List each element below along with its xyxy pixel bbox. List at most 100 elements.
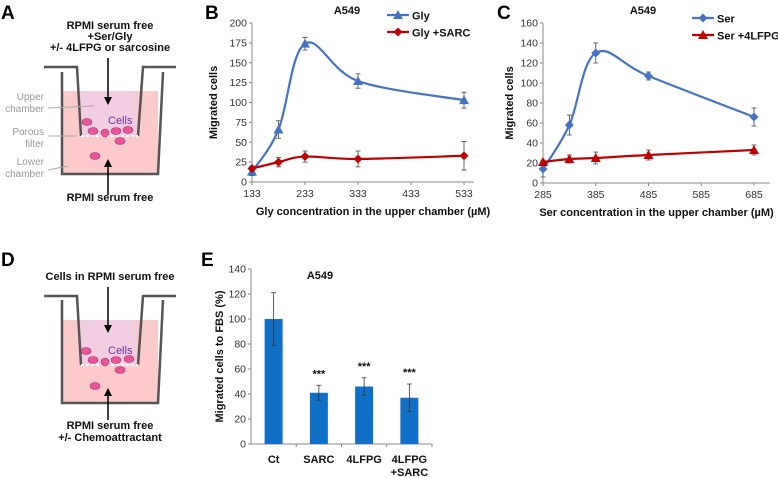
diamond-marker <box>247 163 257 173</box>
bar-sarc <box>309 392 328 444</box>
diamond-marker <box>300 152 310 162</box>
cells-label: Cells <box>108 115 133 127</box>
outer-well <box>60 71 165 176</box>
y-axis-title: Migrated cells <box>504 66 516 139</box>
diagram-d-bottom-line-1: RPMI serum free <box>67 420 154 432</box>
error-bar <box>316 384 322 401</box>
y-tick-label: 125 <box>229 77 247 89</box>
diamond-marker <box>459 151 469 161</box>
arrow-head <box>104 388 112 396</box>
diamond-marker <box>564 120 574 130</box>
x-tick-label: 233 <box>296 188 314 200</box>
triangle-marker <box>353 76 363 86</box>
significance-label: *** <box>358 361 372 373</box>
diagram-d-top-label: Cells in RPMI serum free <box>46 271 175 283</box>
chart-title: A549 <box>630 5 656 17</box>
x-axis-title: Ser concentration in the upper chamber (… <box>539 207 774 219</box>
bar-ct <box>264 319 283 444</box>
diagram-a-bottom-label: RPMI serum free <box>67 192 154 204</box>
x-tick-label: 285 <box>534 189 552 201</box>
transwell-diagram-d: Cells in RPMI serum free Cells RPMI seru… <box>44 271 176 444</box>
y-tick-label: 80 <box>526 98 538 110</box>
y-tick-label: 200 <box>229 18 247 30</box>
diamond-marker <box>353 154 363 164</box>
arrow-head <box>104 159 112 167</box>
y-tick-label: 120 <box>228 289 246 301</box>
x-tick-label: 333 <box>349 188 367 200</box>
diamond-marker <box>591 48 601 58</box>
x-tick-label: 585 <box>692 189 710 201</box>
y-tick-label: 20 <box>234 414 246 426</box>
x-tick-label: 385 <box>587 189 605 201</box>
diagram-a-top-line-3: +/- 4LFPG or sarcosine <box>50 42 170 54</box>
chart-b-gly-migration: 0 25 50 75 100 125 150 175 200 133 233 333 433 533 Gly… <box>208 5 490 218</box>
diamond-marker <box>393 27 403 37</box>
y-tick-label: 25 <box>235 157 247 169</box>
outer-well <box>60 299 165 405</box>
triangle-marker <box>393 10 403 19</box>
diamond-marker <box>749 112 759 122</box>
legend-label: Gly +SARC <box>412 28 470 40</box>
diamond-marker <box>644 71 653 81</box>
porous-filter-label-2: filter <box>25 139 45 150</box>
porous-filter-label-1: Porous <box>12 127 44 138</box>
y-axis-title: Migrated cells to FBS (%) <box>214 290 226 422</box>
cells-label: Cells <box>108 345 133 357</box>
diamond-marker <box>538 164 548 174</box>
x-category-label: +SARC <box>391 467 429 478</box>
diagram-a-top-line-2: +Ser/Gly <box>88 31 134 43</box>
legend-label: Ser <box>717 14 735 26</box>
triangle-marker <box>564 154 575 163</box>
error-bar <box>406 383 412 412</box>
triangle-marker <box>273 124 284 134</box>
lower-chamber-label-2: chamber <box>5 169 45 180</box>
diamond-marker <box>274 157 283 167</box>
significance-label: *** <box>312 368 326 380</box>
transwell-diagram-a: RPMI serum free +Ser/Gly +/- 4LFPG or sa… <box>5 20 176 204</box>
panel-label-a: A <box>1 3 15 24</box>
y-axis-title: Migrated cells <box>208 66 220 139</box>
panel-label-d: D <box>1 250 15 271</box>
bar-4lfpg <box>355 386 374 444</box>
y-tick-label: 60 <box>526 118 538 130</box>
legend-label: Gly <box>412 11 431 23</box>
y-tick-label: 140 <box>228 264 246 276</box>
diagram-d-bottom-line-2: +/- Chemoattractant <box>58 432 162 444</box>
diagram-a-top-line-1: RPMI serum free <box>67 20 154 32</box>
cells-icon <box>80 347 135 390</box>
error-bar <box>271 292 277 346</box>
y-tick-label: 140 <box>520 38 538 50</box>
y-tick-label: 120 <box>520 58 538 70</box>
triangle-marker <box>749 145 759 154</box>
x-category-label: SARC <box>303 454 334 466</box>
y-tick-label: 150 <box>229 57 247 69</box>
significance-label: *** <box>403 367 417 379</box>
x-tick-label: 533 <box>455 188 473 200</box>
x-category-label: 4LFPG <box>392 454 427 466</box>
insert-wall <box>44 294 176 366</box>
x-tick-label: 133 <box>243 188 261 200</box>
triangle-marker <box>590 153 601 162</box>
panel-label-e: E <box>201 250 214 271</box>
upper-chamber-label-1: Upper <box>17 92 45 103</box>
upper-chamber-label-2: chamber <box>5 104 45 115</box>
y-tick-label: 100 <box>229 97 247 109</box>
y-tick-label: 0 <box>532 178 538 190</box>
y-tick-label: 100 <box>520 78 538 90</box>
x-category-label: Ct <box>268 454 280 466</box>
triangle-marker <box>300 38 310 48</box>
cells-icon <box>81 118 134 160</box>
insert-wall <box>44 65 176 137</box>
y-tick-label: 160 <box>520 18 538 30</box>
x-tick-label: 433 <box>402 188 420 200</box>
y-tick-label: 40 <box>526 138 538 150</box>
y-tick-label: 175 <box>229 37 247 49</box>
triangle-marker <box>459 95 469 105</box>
x-category-label: 4LFPG <box>346 454 381 466</box>
x-axis-title: Gly concentration in the upper chamber (… <box>256 206 491 218</box>
lower-chamber-label-1: Lower <box>17 157 45 168</box>
panel-label-c: C <box>497 3 511 24</box>
triangle-marker <box>643 150 654 159</box>
legend-label: Ser +4LFPG <box>717 31 778 43</box>
error-bar <box>361 377 367 396</box>
